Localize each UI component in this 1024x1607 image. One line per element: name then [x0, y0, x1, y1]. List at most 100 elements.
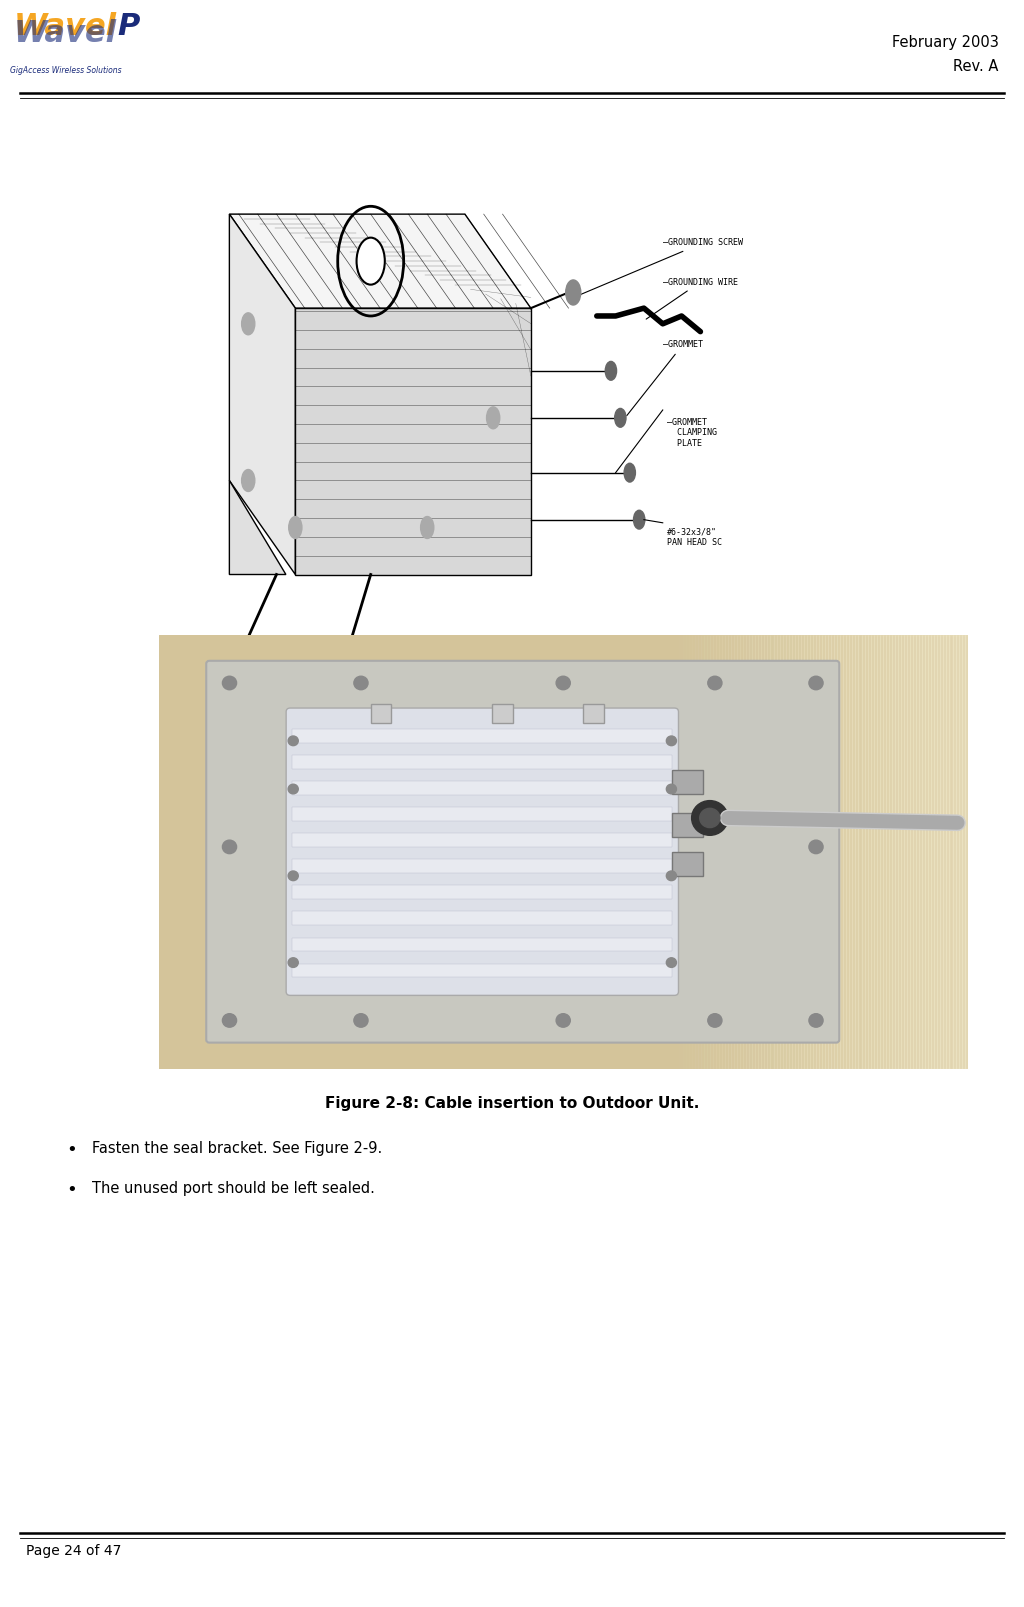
Bar — [292, 755, 673, 768]
Bar — [907, 635, 910, 1069]
Bar — [835, 635, 838, 1069]
Bar — [841, 635, 844, 1069]
Circle shape — [556, 1014, 570, 1027]
Circle shape — [708, 677, 722, 689]
Circle shape — [699, 808, 720, 828]
Bar — [668, 635, 671, 1069]
Bar — [895, 635, 898, 1069]
Bar — [674, 635, 677, 1069]
Bar — [798, 635, 801, 1069]
Bar — [292, 730, 673, 742]
Bar — [673, 852, 702, 876]
Bar — [965, 635, 968, 1069]
Bar — [776, 635, 779, 1069]
Bar — [728, 635, 731, 1069]
Bar — [867, 635, 870, 1069]
Circle shape — [708, 1014, 722, 1027]
Text: —GROMMET: —GROMMET — [627, 341, 702, 416]
Circle shape — [421, 516, 434, 538]
Circle shape — [624, 463, 636, 482]
Bar — [673, 770, 702, 794]
Bar — [740, 635, 743, 1069]
Circle shape — [288, 958, 298, 967]
Bar — [746, 635, 750, 1069]
Circle shape — [667, 784, 677, 794]
Bar — [846, 635, 849, 1069]
Bar — [788, 635, 792, 1069]
Bar — [371, 704, 391, 723]
Bar — [852, 635, 855, 1069]
Bar — [828, 635, 831, 1069]
Text: Fasten the seal bracket. See Figure 2-9.: Fasten the seal bracket. See Figure 2-9. — [92, 1141, 382, 1155]
Bar — [955, 635, 958, 1069]
Circle shape — [691, 800, 728, 836]
Text: —GROUNDING WIRE: —GROUNDING WIRE — [646, 278, 737, 320]
Polygon shape — [229, 214, 530, 309]
Bar — [685, 635, 688, 1069]
Circle shape — [809, 840, 823, 853]
Text: —GROMMET
  CLAMPING
  PLATE: —GROMMET CLAMPING PLATE — [668, 418, 718, 448]
Text: Wavel: Wavel — [14, 19, 117, 48]
Circle shape — [809, 1014, 823, 1027]
Bar — [700, 635, 703, 1069]
Bar — [697, 635, 700, 1069]
Bar — [886, 635, 889, 1069]
Bar — [292, 834, 673, 847]
Bar — [804, 635, 807, 1069]
Bar — [792, 635, 795, 1069]
Bar — [691, 635, 694, 1069]
Bar — [292, 937, 673, 951]
Bar — [677, 635, 680, 1069]
Text: —GROUNDING SCREW: —GROUNDING SCREW — [581, 238, 742, 294]
Bar — [756, 635, 759, 1069]
Bar — [934, 635, 937, 1069]
Bar — [870, 635, 873, 1069]
Bar — [810, 635, 813, 1069]
Bar — [688, 635, 691, 1069]
Bar — [773, 635, 776, 1069]
Bar — [813, 635, 816, 1069]
Bar — [898, 635, 901, 1069]
Bar — [779, 635, 782, 1069]
Bar — [889, 635, 892, 1069]
Text: The unused port should be left sealed.: The unused port should be left sealed. — [92, 1181, 375, 1196]
Bar — [849, 635, 852, 1069]
Bar — [807, 635, 810, 1069]
Bar — [765, 635, 767, 1069]
Bar — [855, 635, 858, 1069]
Text: Page 24 of 47: Page 24 of 47 — [26, 1544, 121, 1559]
Bar — [958, 635, 962, 1069]
FancyBboxPatch shape — [206, 660, 840, 1043]
Bar — [892, 635, 895, 1069]
Bar — [873, 635, 877, 1069]
Circle shape — [222, 677, 237, 689]
Bar — [673, 813, 702, 837]
Bar — [819, 635, 822, 1069]
Circle shape — [809, 677, 823, 689]
FancyBboxPatch shape — [286, 709, 679, 995]
Circle shape — [556, 677, 570, 689]
Text: #6-32x3/8"
PAN HEAD SC: #6-32x3/8" PAN HEAD SC — [668, 527, 723, 546]
Bar — [952, 635, 955, 1069]
Bar — [759, 635, 762, 1069]
Circle shape — [354, 677, 368, 689]
Circle shape — [565, 280, 581, 305]
Bar — [880, 635, 883, 1069]
Bar — [795, 635, 798, 1069]
Polygon shape — [229, 214, 295, 575]
Polygon shape — [229, 480, 286, 575]
Bar — [916, 635, 920, 1069]
Bar — [883, 635, 886, 1069]
Bar — [737, 635, 740, 1069]
Bar — [864, 635, 867, 1069]
Circle shape — [242, 469, 255, 492]
Bar — [801, 635, 804, 1069]
Bar — [838, 635, 841, 1069]
Text: Figure 2-8: Cable insertion to Outdoor Unit.: Figure 2-8: Cable insertion to Outdoor U… — [325, 1096, 699, 1110]
Bar — [292, 860, 673, 873]
Bar — [731, 635, 734, 1069]
Bar — [493, 704, 513, 723]
Bar — [910, 635, 913, 1069]
Circle shape — [634, 511, 645, 529]
Bar — [825, 635, 828, 1069]
